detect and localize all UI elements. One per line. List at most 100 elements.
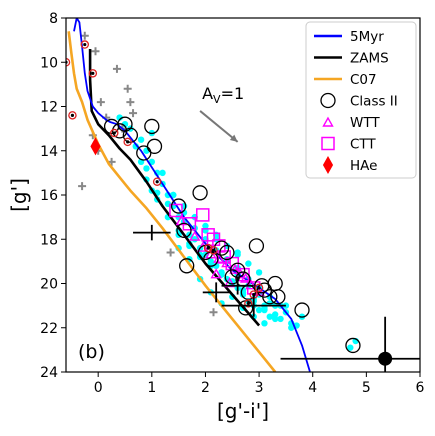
red-ring-center-dot	[83, 42, 87, 47]
gray-plus-point	[166, 248, 175, 257]
legend-label: 5Myr	[350, 29, 384, 45]
gray-plus-point	[112, 64, 121, 73]
y-tick-label: 18	[40, 232, 58, 248]
field-star-point	[266, 313, 274, 320]
extinction-vector-arrowhead	[229, 134, 238, 142]
field-star-point	[255, 306, 263, 314]
class-ii-point	[170, 198, 187, 214]
field-star-point	[277, 315, 284, 323]
field-star-point	[347, 344, 354, 351]
panel-label: (b)	[78, 341, 105, 363]
x-tick-label: 5	[362, 380, 371, 396]
x-tick-label: 2	[201, 380, 210, 396]
ctt-point	[169, 203, 183, 218]
x-tick-label: 3	[255, 380, 264, 396]
red-ring-center-dot	[206, 246, 210, 250]
red-ring-marker	[88, 69, 98, 78]
class-ii-point	[144, 118, 160, 135]
class-ii-point	[213, 240, 230, 256]
legend-swatch-triangle	[322, 116, 334, 127]
red-ring-marker	[209, 246, 218, 255]
legend-label: HAe	[350, 158, 377, 174]
gray-plus-point	[91, 47, 100, 56]
y-tick-label: 12	[40, 100, 58, 116]
gray-plus-point	[80, 31, 89, 40]
red-ring-center-dot	[211, 248, 216, 252]
red-ring-marker	[254, 283, 264, 293]
field-star-point	[207, 260, 215, 267]
wtt-point	[213, 252, 225, 263]
wtt-point	[189, 230, 201, 241]
field-star-point	[202, 222, 209, 230]
legend-label: C07	[350, 72, 377, 88]
extinction-vector-arrow	[199, 110, 239, 143]
gray-plus-point	[96, 98, 105, 107]
field-star-point	[121, 121, 129, 128]
class-ii-point	[146, 138, 163, 154]
gray-plus-point	[78, 182, 87, 191]
class-ii-point	[294, 302, 310, 318]
class-ii-point	[248, 238, 265, 254]
field-star-point	[245, 260, 252, 267]
red-ring-marker	[123, 137, 132, 147]
red-ring-center-dot	[257, 286, 261, 290]
x-tick-label: 1	[147, 380, 156, 396]
gray-plus-point	[126, 98, 135, 107]
field-star-point	[271, 311, 279, 318]
legend-label: CTT	[350, 137, 376, 153]
class-ii-point	[270, 289, 286, 305]
red-ring-center-dot	[126, 140, 130, 144]
red-ring-center-dot	[155, 180, 159, 184]
c07-curve	[67, 31, 277, 372]
legend-label: WTT	[350, 115, 380, 131]
field-star-point	[255, 269, 263, 276]
y-tick-label: 14	[40, 144, 58, 160]
field-star-point	[218, 269, 225, 276]
y-tick-label: 24	[40, 365, 58, 381]
legend-label: Class II	[350, 94, 398, 110]
gray-plus-point	[123, 84, 132, 93]
y-tick-label: 10	[40, 55, 58, 71]
field-star-point	[271, 315, 279, 323]
field-star-point	[159, 169, 166, 177]
ctt-point	[206, 232, 221, 246]
red-ring-marker	[152, 177, 162, 186]
class-ii-point	[176, 222, 192, 239]
red-ring-center-dot	[91, 71, 95, 75]
class-ii-point	[256, 282, 273, 298]
wtt-point	[239, 272, 252, 283]
red-ring-marker	[68, 111, 77, 120]
class-ii-point	[122, 127, 139, 143]
field-star-point	[261, 320, 268, 327]
hae-point	[90, 137, 101, 156]
class-ii-point	[345, 337, 361, 354]
legend-swatch-diamond	[322, 155, 334, 175]
legend-swatch-square	[321, 136, 335, 151]
field-star-point	[234, 251, 241, 258]
field-star-point	[116, 114, 123, 121]
field-star-point	[143, 165, 150, 172]
y-tick-label: 20	[40, 277, 58, 293]
class-ii-point	[219, 244, 235, 261]
class-ii-point	[179, 258, 195, 274]
ctt-point	[196, 208, 210, 222]
x-tick-label: 4	[308, 380, 317, 396]
y-tick-label: 8	[49, 11, 58, 27]
class-ii-point	[224, 269, 240, 285]
typical-error-point	[378, 351, 393, 366]
x-tick-label: 0	[94, 380, 103, 396]
class-ii-point	[267, 275, 283, 292]
gray-plus-point	[209, 308, 218, 317]
red-ring-marker	[244, 299, 253, 308]
x-axis-label: [g'-i']	[217, 399, 269, 423]
red-ring-center-dot	[246, 301, 250, 306]
legend-label: ZAMS	[350, 51, 389, 67]
y-tick-label: 22	[40, 321, 58, 337]
wtt-point	[210, 268, 222, 279]
x-tick-label: 6	[416, 380, 425, 396]
red-ring-marker	[80, 40, 90, 49]
extinction-vector-label: AV=1	[202, 84, 244, 106]
wtt-point	[221, 257, 233, 268]
